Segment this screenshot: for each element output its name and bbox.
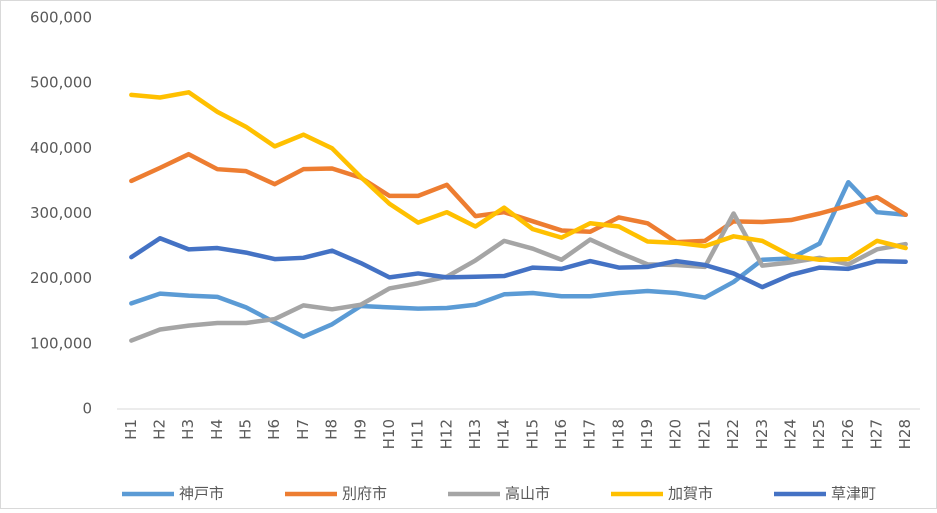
x-tick-label: H3 <box>179 419 197 440</box>
x-tick-label: H14 <box>495 419 513 449</box>
x-tick-label: H12 <box>437 419 455 449</box>
x-tick-label: H17 <box>581 419 599 449</box>
x-tick-label: H7 <box>294 419 312 440</box>
x-tick-label: H23 <box>753 419 771 449</box>
legend-label: 高山市 <box>505 485 550 503</box>
x-tick-label: H16 <box>552 419 570 449</box>
y-tick-label: 0 <box>82 400 92 418</box>
x-tick-label: H27 <box>867 419 885 449</box>
x-tick-label: H21 <box>695 419 713 449</box>
x-tick-label: H4 <box>208 419 226 440</box>
x-tick-label: H1 <box>122 419 140 440</box>
x-tick-label: H25 <box>810 419 828 449</box>
x-tick-label: H28 <box>896 419 914 449</box>
x-tick-label: H18 <box>609 419 627 449</box>
x-tick-label: H22 <box>724 419 742 449</box>
series-line <box>129 179 908 339</box>
x-tick-label: H11 <box>409 419 427 449</box>
series-line <box>129 211 908 343</box>
legend-label: 神戸市 <box>179 485 224 503</box>
y-tick-label: 400,000 <box>30 139 92 157</box>
x-tick-label: H26 <box>839 419 857 449</box>
x-tick-label: H5 <box>237 419 255 440</box>
x-tick-label: H2 <box>151 419 169 440</box>
legend-label: 別府市 <box>342 485 387 503</box>
y-tick-label: 200,000 <box>30 269 92 287</box>
x-tick-label: H13 <box>466 419 484 449</box>
y-tick-label: 500,000 <box>30 74 92 92</box>
x-tick-label: H15 <box>523 419 541 449</box>
y-tick-label: 600,000 <box>30 9 92 27</box>
legend-label: 草津町 <box>831 485 876 503</box>
legend-label: 加賀市 <box>668 485 713 503</box>
x-tick-label: H20 <box>667 419 685 449</box>
x-tick-label: H8 <box>323 419 341 440</box>
series-line <box>129 90 908 263</box>
y-tick-label: 100,000 <box>30 334 92 352</box>
x-tick-label: H10 <box>380 419 398 449</box>
x-tick-label: H9 <box>351 419 369 440</box>
series-line <box>129 236 908 290</box>
x-tick-label: H24 <box>781 419 799 449</box>
x-tick-label: H6 <box>265 419 283 440</box>
x-tick-label: H19 <box>638 419 656 449</box>
y-tick-label: 300,000 <box>30 204 92 222</box>
